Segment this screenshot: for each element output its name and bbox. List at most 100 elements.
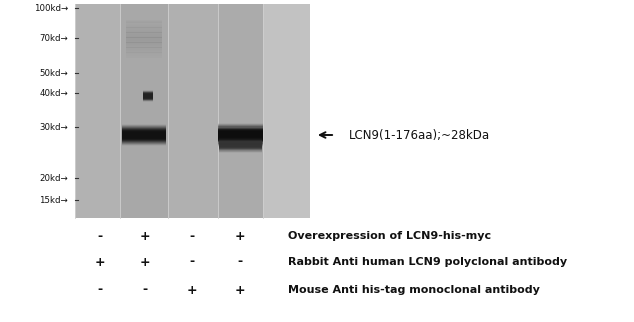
Bar bbox=[122, 134, 166, 136]
Bar bbox=[143, 93, 153, 95]
Bar bbox=[143, 99, 153, 101]
Bar bbox=[219, 146, 262, 148]
Text: +: + bbox=[139, 230, 150, 242]
Bar bbox=[126, 37, 162, 39]
Bar bbox=[143, 93, 153, 95]
Bar bbox=[143, 95, 153, 97]
Text: +: + bbox=[94, 255, 105, 269]
Bar bbox=[122, 140, 166, 142]
Bar bbox=[219, 148, 262, 150]
Text: LCN9(1-176aa);~28kDa: LCN9(1-176aa);~28kDa bbox=[349, 128, 490, 141]
Bar bbox=[219, 141, 262, 143]
Bar bbox=[143, 98, 153, 100]
Bar bbox=[143, 91, 153, 93]
Bar bbox=[120, 4, 168, 218]
Bar bbox=[218, 136, 263, 137]
Bar bbox=[126, 31, 162, 33]
Bar bbox=[218, 133, 263, 135]
Bar bbox=[219, 145, 262, 147]
Bar bbox=[75, 4, 310, 218]
Text: 50kd→: 50kd→ bbox=[39, 69, 68, 78]
Bar bbox=[219, 140, 262, 142]
Bar bbox=[219, 146, 262, 148]
Bar bbox=[218, 142, 263, 144]
Bar bbox=[122, 126, 166, 128]
Text: -: - bbox=[190, 230, 195, 242]
Bar bbox=[219, 141, 262, 143]
Text: Rabbit Anti human LCN9 polyclonal antibody: Rabbit Anti human LCN9 polyclonal antibo… bbox=[288, 257, 567, 267]
Bar bbox=[218, 130, 263, 132]
Bar bbox=[122, 130, 166, 132]
Bar bbox=[218, 142, 263, 144]
Bar bbox=[218, 128, 263, 130]
Bar bbox=[218, 128, 263, 129]
Bar bbox=[126, 53, 162, 55]
Text: +: + bbox=[139, 255, 150, 269]
Bar bbox=[122, 144, 166, 146]
Bar bbox=[122, 140, 166, 142]
Bar bbox=[126, 33, 162, 34]
Text: +: + bbox=[186, 283, 197, 297]
Bar bbox=[126, 39, 162, 40]
Bar bbox=[219, 148, 262, 150]
Bar bbox=[126, 40, 162, 41]
Bar bbox=[143, 96, 153, 98]
Bar bbox=[122, 143, 166, 145]
Bar bbox=[122, 132, 166, 134]
Bar bbox=[122, 135, 166, 137]
Bar bbox=[143, 99, 153, 101]
Bar bbox=[143, 94, 153, 96]
Bar bbox=[219, 146, 262, 147]
Bar bbox=[143, 99, 153, 101]
Text: 70kd→: 70kd→ bbox=[39, 33, 68, 43]
Bar bbox=[218, 134, 263, 136]
Bar bbox=[143, 95, 153, 97]
Bar bbox=[126, 43, 162, 44]
Bar bbox=[122, 142, 166, 145]
Bar bbox=[122, 133, 166, 135]
Bar bbox=[143, 90, 153, 92]
Bar bbox=[122, 134, 166, 136]
Bar bbox=[219, 143, 262, 145]
Bar bbox=[143, 97, 153, 99]
Bar bbox=[122, 139, 166, 141]
Bar bbox=[122, 129, 166, 131]
Bar bbox=[218, 125, 263, 127]
Bar bbox=[143, 94, 153, 96]
Bar bbox=[122, 136, 166, 138]
Bar bbox=[126, 20, 162, 22]
Bar bbox=[122, 132, 166, 134]
Bar bbox=[126, 24, 162, 25]
Bar bbox=[219, 145, 262, 147]
Bar bbox=[126, 29, 162, 30]
Bar bbox=[219, 144, 262, 146]
Bar bbox=[126, 34, 162, 35]
Bar bbox=[218, 140, 263, 142]
Bar bbox=[122, 127, 166, 129]
Bar bbox=[143, 92, 153, 94]
Bar bbox=[219, 150, 262, 152]
Bar bbox=[168, 4, 218, 218]
Text: 40kd→: 40kd→ bbox=[39, 89, 68, 98]
Bar bbox=[219, 143, 262, 145]
Text: Mouse Anti his-tag monoclonal antibody: Mouse Anti his-tag monoclonal antibody bbox=[288, 285, 540, 295]
Bar bbox=[219, 147, 262, 149]
Bar bbox=[122, 142, 166, 144]
Bar bbox=[219, 139, 262, 141]
Bar bbox=[218, 145, 263, 147]
Bar bbox=[218, 143, 263, 145]
Text: +: + bbox=[235, 230, 245, 242]
Bar bbox=[143, 97, 153, 99]
Bar bbox=[219, 137, 262, 139]
Bar bbox=[218, 131, 263, 133]
Bar bbox=[143, 98, 153, 100]
Text: -: - bbox=[98, 230, 103, 242]
Bar bbox=[219, 142, 262, 144]
Bar bbox=[126, 43, 162, 45]
Bar bbox=[143, 96, 153, 98]
Bar bbox=[219, 140, 262, 142]
Bar bbox=[218, 132, 263, 134]
Bar bbox=[126, 56, 162, 58]
Bar bbox=[219, 138, 262, 140]
Bar bbox=[143, 100, 153, 102]
